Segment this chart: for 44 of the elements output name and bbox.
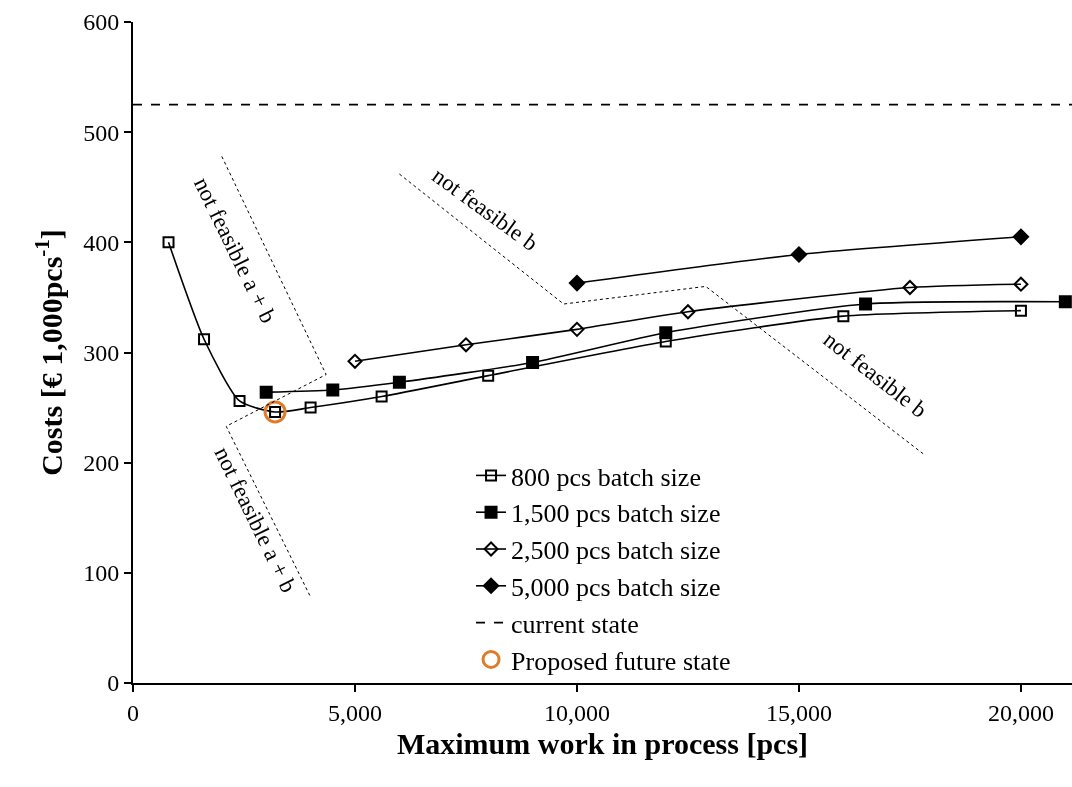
point [162,236,175,249]
x-tick-label: 10,000 [543,699,610,726]
legend-label: Proposed future state [511,646,731,676]
point [1058,295,1072,309]
point [259,385,273,399]
legend-label: 2,500 pcs batch size [511,536,721,566]
y-tick-label: 200 [83,450,120,477]
point [569,321,585,337]
x-tick-label: 15,000 [765,699,832,726]
point [1013,276,1029,292]
x-axis-title: Maximum work in process [pcs] [396,726,809,760]
legend-label: current state [511,609,639,639]
y-tick-label: 400 [83,229,120,256]
point [198,333,211,346]
point [375,390,388,403]
point [482,369,495,382]
y-tick-label: 500 [83,119,120,146]
point [392,375,406,389]
point [859,297,873,311]
point [304,401,317,414]
point [263,400,287,424]
x-tick-label: 20,000 [987,699,1054,726]
point [902,280,918,295]
x-tick-label: 0 [127,699,139,726]
point [680,304,696,320]
y-tick-label: 100 [83,560,120,587]
point [837,310,850,323]
legend-label: 800 pcs batch size [511,462,701,492]
point [458,337,474,353]
x-tick-label: 5,000 [327,699,382,726]
point [790,246,808,263]
point [233,394,246,407]
point [568,274,586,292]
y-tick-label: 0 [107,670,120,697]
y-tick-label: 300 [83,339,120,366]
point [347,353,363,369]
point [1012,228,1030,245]
legend-label: 5,000 pcs batch size [511,572,721,602]
y-tick-label: 600 [83,9,120,36]
point [1014,304,1027,317]
point [526,355,540,369]
legend-label: 1,500 pcs batch size [511,499,721,529]
point [659,326,673,340]
point [326,383,340,397]
